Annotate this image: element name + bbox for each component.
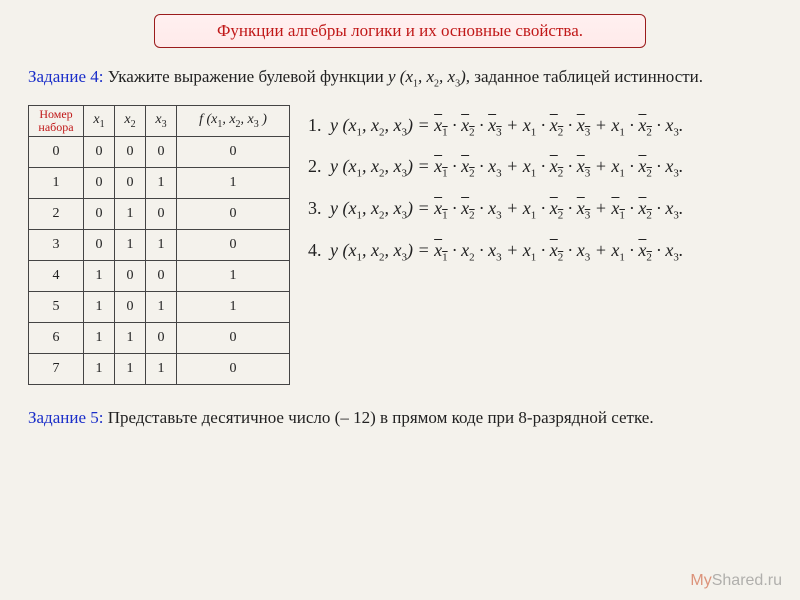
- th-x2: x2: [115, 105, 146, 136]
- task5-text: Представьте десятичное число (– 12) в пр…: [108, 408, 654, 427]
- watermark: MyShared.ru: [690, 572, 782, 590]
- th-set: Номернабора: [29, 105, 84, 136]
- table-cell: 0: [84, 136, 115, 167]
- table-cell: 1: [177, 167, 290, 198]
- answer-option: 4. y (x1, x2, x3) = x1 · x2 · x3 + x1 · …: [308, 240, 772, 264]
- table-cell: 6: [29, 322, 84, 353]
- table-cell: 1: [115, 198, 146, 229]
- table-cell: 1: [146, 167, 177, 198]
- table-row: 20100: [29, 198, 290, 229]
- watermark-rest: Shared.ru: [712, 572, 782, 589]
- table-cell: 0: [146, 260, 177, 291]
- th-f: f (x1, x2, x3 ): [177, 105, 290, 136]
- table-cell: 1: [115, 229, 146, 260]
- table-cell: 1: [29, 167, 84, 198]
- table-cell: 5: [29, 291, 84, 322]
- table-cell: 0: [146, 322, 177, 353]
- answer-option: 3. y (x1, x2, x3) = x1 · x2 · x3 + x1 · …: [308, 198, 772, 222]
- table-cell: 3: [29, 229, 84, 260]
- task4-text-b: , заданное таблицей истинности.: [466, 67, 703, 86]
- table-cell: 1: [177, 260, 290, 291]
- table-cell: 0: [146, 136, 177, 167]
- table-cell: 1: [84, 260, 115, 291]
- table-cell: 0: [177, 322, 290, 353]
- task4-label: Задание 4:: [28, 67, 103, 86]
- task4-func: y (x1, x2, x3): [388, 67, 466, 86]
- table-cell: 0: [84, 167, 115, 198]
- table-cell: 0: [115, 136, 146, 167]
- table-cell: 0: [115, 167, 146, 198]
- table-cell: 0: [177, 136, 290, 167]
- table-cell: 0: [177, 353, 290, 384]
- table-cell: 0: [146, 198, 177, 229]
- table-row: 51011: [29, 291, 290, 322]
- table-cell: 1: [84, 291, 115, 322]
- task5-line: Задание 5: Представьте десятичное число …: [28, 407, 772, 430]
- table-cell: 1: [115, 322, 146, 353]
- table-header-row: Номернабора x1 x2 x3 f (x1, x2, x3 ): [29, 105, 290, 136]
- table-cell: 2: [29, 198, 84, 229]
- table-row: 30110: [29, 229, 290, 260]
- table-row: 61100: [29, 322, 290, 353]
- table-cell: 1: [146, 229, 177, 260]
- table-cell: 0: [115, 291, 146, 322]
- table-cell: 0: [29, 136, 84, 167]
- table-cell: 1: [146, 291, 177, 322]
- task4-text-a: Укажите выражение булевой функции: [108, 67, 388, 86]
- table-cell: 1: [84, 353, 115, 384]
- task5-label: Задание 5:: [28, 408, 103, 427]
- task4-line: Задание 4: Укажите выражение булевой фун…: [28, 66, 772, 91]
- table-cell: 0: [177, 198, 290, 229]
- table-cell: 0: [115, 260, 146, 291]
- answers-block: 1. y (x1, x2, x3) = x1 · x2 · x3 + x1 · …: [308, 105, 772, 385]
- th-x3: x3: [146, 105, 177, 136]
- table-cell: 0: [177, 229, 290, 260]
- th-x1: x1: [84, 105, 115, 136]
- table-cell: 1: [115, 353, 146, 384]
- table-cell: 4: [29, 260, 84, 291]
- table-row: 41001: [29, 260, 290, 291]
- table-cell: 1: [177, 291, 290, 322]
- table-cell: 0: [84, 229, 115, 260]
- table-cell: 1: [84, 322, 115, 353]
- table-cell: 7: [29, 353, 84, 384]
- table-row: 71110: [29, 353, 290, 384]
- table-cell: 0: [84, 198, 115, 229]
- page-title: Функции алгебры логики и их основные сво…: [154, 14, 646, 48]
- answer-option: 2. y (x1, x2, x3) = x1 · x2 · x3 + x1 · …: [308, 156, 772, 180]
- truth-table: Номернабора x1 x2 x3 f (x1, x2, x3 ) 000…: [28, 105, 290, 385]
- table-row: 10011: [29, 167, 290, 198]
- table-cell: 1: [146, 353, 177, 384]
- watermark-my: My: [690, 572, 711, 589]
- answer-option: 1. y (x1, x2, x3) = x1 · x2 · x3 + x1 · …: [308, 115, 772, 139]
- table-row: 00000: [29, 136, 290, 167]
